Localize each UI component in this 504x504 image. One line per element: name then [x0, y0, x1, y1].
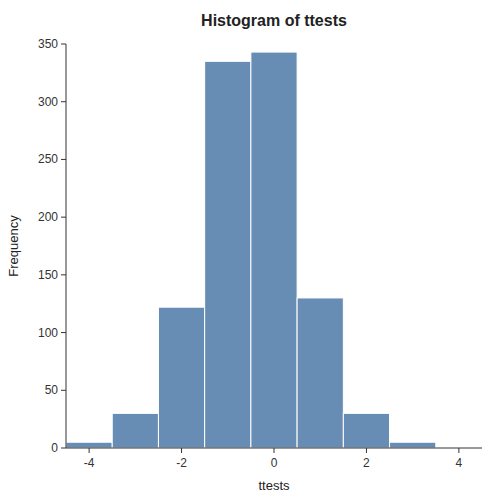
chart-container: Histogram of ttests -4 -2 0 2 4 ttests 0 50 100 15… — [0, 0, 504, 504]
bar — [66, 442, 112, 448]
y-tick — [61, 274, 66, 275]
x-tick-label: 0 — [271, 456, 278, 470]
bar — [390, 442, 436, 448]
x-tick — [366, 448, 367, 453]
y-axis-label: Frequency — [6, 215, 21, 277]
y-tick-label: 300 — [38, 95, 58, 109]
bar — [343, 413, 389, 448]
y-tick — [61, 44, 66, 45]
y-tick — [61, 332, 66, 333]
x-tick — [274, 448, 275, 453]
y-tick-label: 200 — [38, 210, 58, 224]
y-tick — [61, 217, 66, 218]
x-axis: -4 -2 0 2 4 — [66, 448, 482, 470]
x-tick-label: -4 — [84, 456, 95, 470]
x-tick-label: 4 — [456, 456, 463, 470]
bars — [66, 52, 436, 448]
y-tick-label: 0 — [51, 441, 58, 455]
x-tick — [89, 448, 90, 453]
y-tick-label: 350 — [38, 37, 58, 51]
y-tick-label: 100 — [38, 326, 58, 340]
y-tick — [61, 159, 66, 160]
bar — [297, 298, 343, 448]
bar — [112, 413, 158, 448]
y-tick — [61, 390, 66, 391]
y-tick — [61, 101, 66, 102]
x-tick-label: 2 — [363, 456, 370, 470]
title: Histogram of ttests — [201, 12, 347, 29]
y-tick-label: 150 — [38, 268, 58, 282]
x-tick — [181, 448, 182, 453]
x-tick-label: -2 — [176, 456, 187, 470]
y-axis-line — [66, 44, 67, 448]
x-axis-label: ttests — [258, 478, 290, 493]
x-tick — [458, 448, 459, 453]
y-tick — [61, 448, 66, 449]
y-tick-label: 250 — [38, 152, 58, 166]
bar — [251, 52, 297, 448]
bar — [158, 307, 204, 448]
y-tick-label: 50 — [45, 383, 59, 397]
y-axis: 0 50 100 150 200 250 300 350 — [38, 37, 66, 455]
chart: Histogram of ttests -4 -2 0 2 4 ttests 0 50 100 15… — [0, 0, 504, 504]
bar — [205, 61, 251, 448]
